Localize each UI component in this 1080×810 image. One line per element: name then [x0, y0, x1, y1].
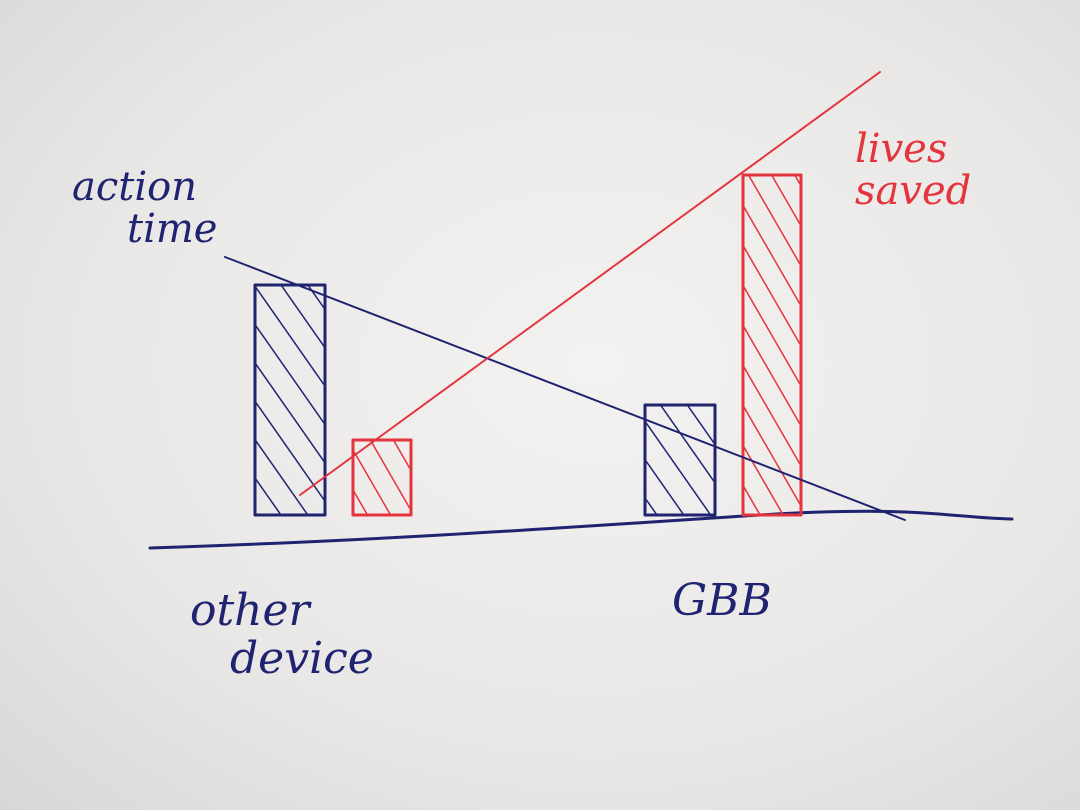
series-label-action-time-word-1: time	[127, 206, 217, 252]
series-label-lives-saved-word-1: saved	[855, 168, 971, 214]
x-axis-baseline	[148, 509, 1014, 550]
bar-action-time-other-device	[253, 283, 327, 517]
category-label-other-device-word-1: device	[230, 633, 374, 684]
series-label-action-time-word-0: action	[72, 164, 197, 210]
category-label-GBB-word-0: GBB	[672, 575, 772, 626]
trend-line-lives-saved	[299, 71, 881, 496]
bar-lives-saved-other-device	[351, 438, 413, 517]
bar-lives-saved-GBB	[741, 173, 803, 517]
bar-action-time-GBB	[643, 403, 717, 517]
category-label-other-device-word-0: other	[190, 585, 313, 636]
series-label-lives-saved-word-0: lives	[855, 126, 947, 172]
trend-line-action-time	[224, 256, 906, 521]
